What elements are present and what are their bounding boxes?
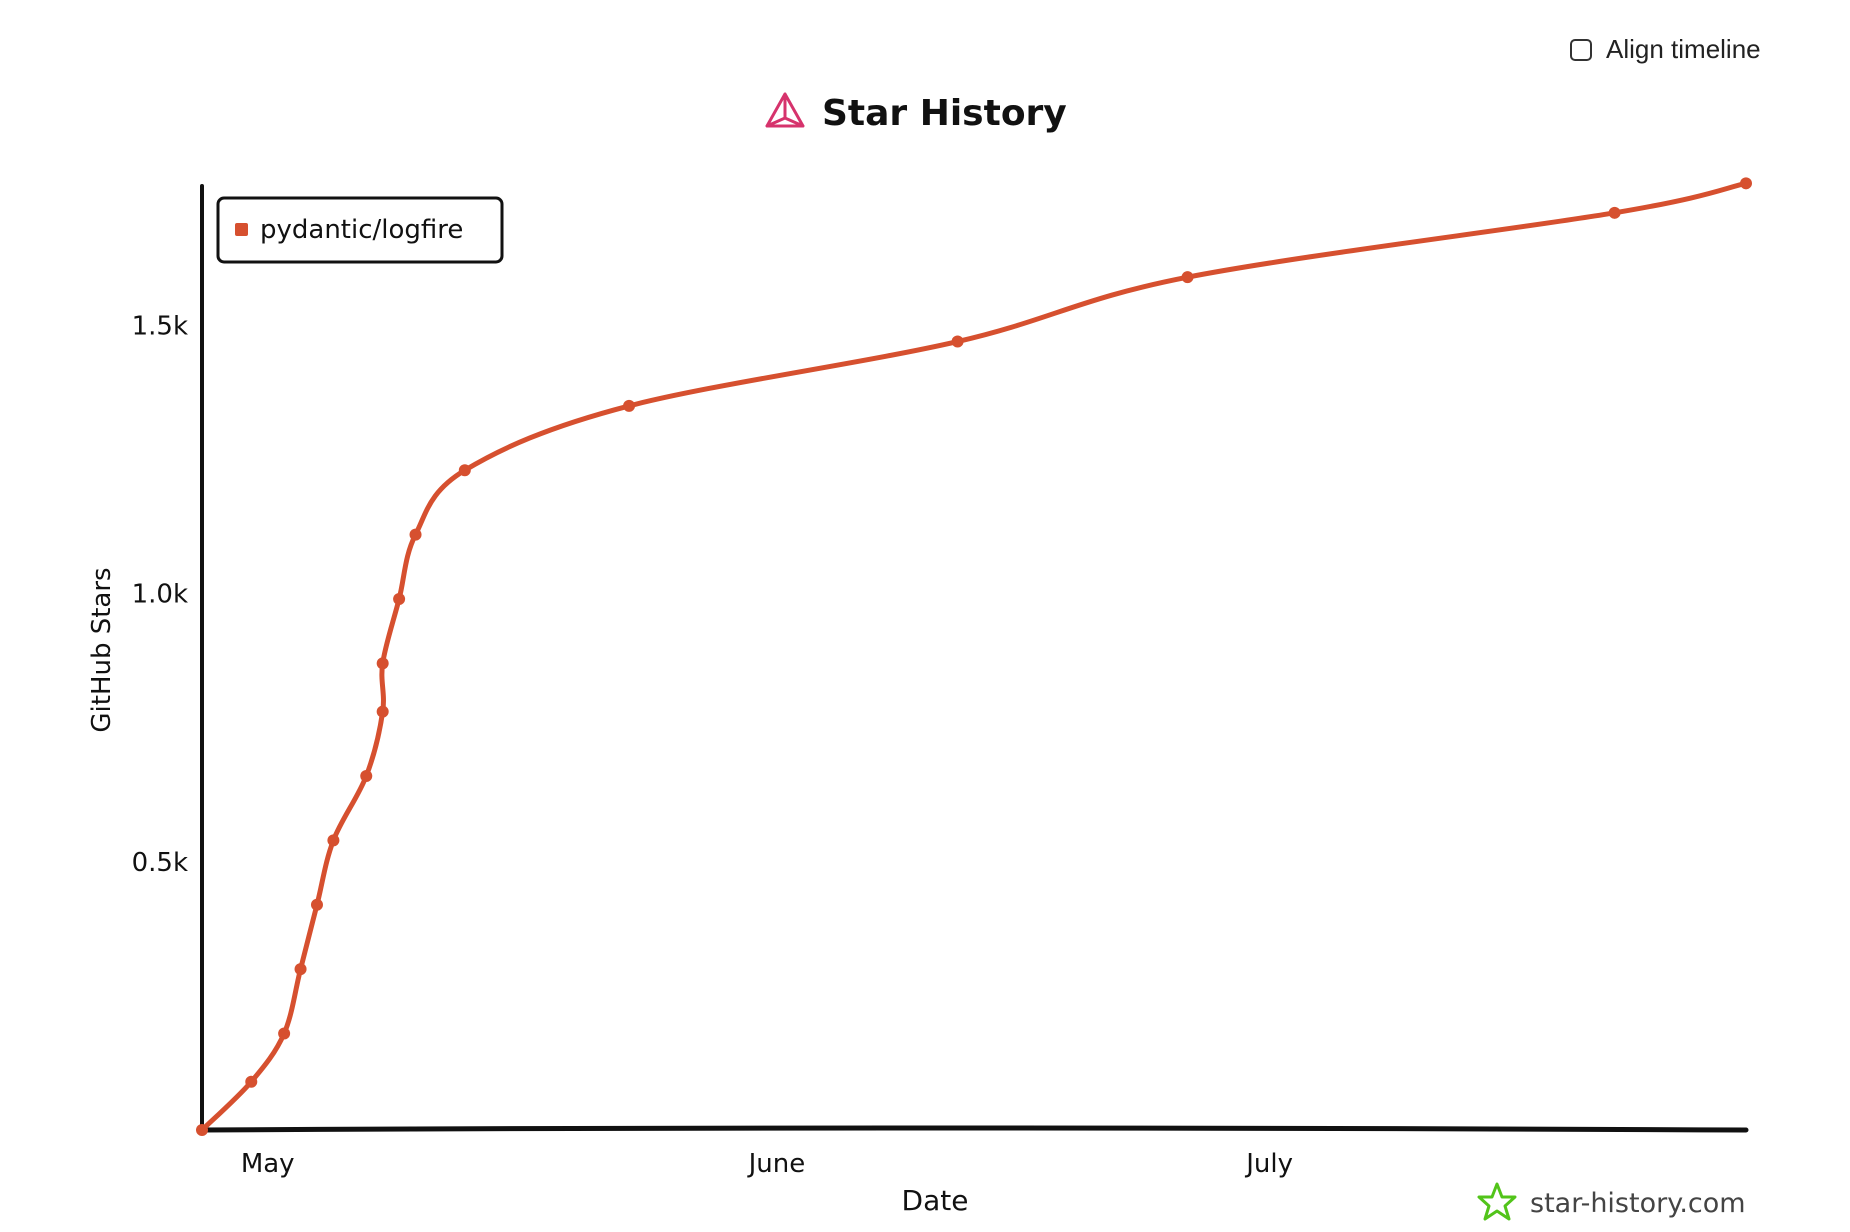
- y-tick-label: 0.5k: [132, 848, 188, 878]
- y-axis-label: GitHub Stars: [87, 567, 117, 732]
- data-point[interactable]: [245, 1075, 258, 1088]
- x-tick-label: May: [241, 1149, 295, 1179]
- align-timeline-toggle[interactable]: Align timeline: [1570, 34, 1761, 65]
- align-timeline-checkbox[interactable]: [1570, 38, 1592, 61]
- data-point[interactable]: [1608, 206, 1621, 219]
- data-point[interactable]: [623, 399, 636, 412]
- series-layer: [196, 177, 1752, 1136]
- pyramid-icon: [765, 92, 805, 128]
- watermark[interactable]: star-history.com: [1477, 1182, 1746, 1221]
- data-point[interactable]: [196, 1124, 208, 1136]
- legend: pydantic/logfire: [216, 196, 504, 264]
- series-line: [199, 180, 1749, 1133]
- align-timeline-label[interactable]: Align timeline: [1606, 34, 1761, 64]
- chart-title: Star History: [822, 93, 1067, 134]
- data-point[interactable]: [409, 528, 422, 541]
- legend-label: pydantic/logfire: [260, 215, 463, 245]
- star-icon: [1477, 1182, 1517, 1221]
- data-point[interactable]: [310, 898, 323, 911]
- x-tick-label: June: [747, 1149, 806, 1179]
- legend-swatch: [235, 223, 248, 236]
- y-tick-label: 1.0k: [132, 580, 188, 610]
- data-point[interactable]: [951, 335, 964, 348]
- x-tick-label: July: [1244, 1149, 1293, 1179]
- y-axis-line: [200, 184, 205, 1132]
- data-point[interactable]: [1740, 177, 1752, 190]
- legend-box: [216, 196, 504, 264]
- watermark-text[interactable]: star-history.com: [1530, 1188, 1746, 1219]
- data-point[interactable]: [327, 834, 340, 847]
- data-point[interactable]: [376, 657, 389, 670]
- y-tick-label: 1.5k: [132, 311, 188, 341]
- y-tick-labels: 0.5k 1.0k 1.5k: [132, 311, 188, 877]
- x-axis-label: Date: [902, 1184, 969, 1217]
- data-point[interactable]: [376, 705, 389, 718]
- chart-title-group: Star History: [765, 92, 1067, 134]
- data-point[interactable]: [393, 593, 406, 605]
- x-axis-line: [199, 1125, 1749, 1133]
- data-point[interactable]: [458, 464, 471, 477]
- data-point[interactable]: [294, 963, 307, 976]
- data-point[interactable]: [1181, 271, 1194, 284]
- data-point[interactable]: [278, 1027, 291, 1040]
- data-point[interactable]: [360, 770, 373, 782]
- x-tick-labels: May June July: [241, 1149, 1293, 1179]
